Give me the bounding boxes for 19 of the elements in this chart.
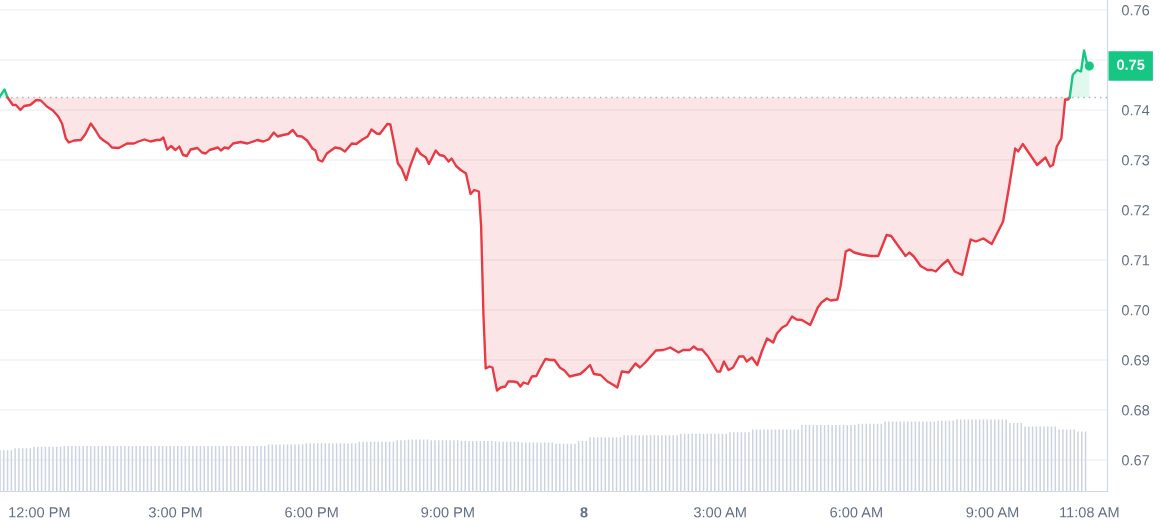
annotation: 0.75 (1117, 59, 1145, 70)
x-tick-label: 9:00 AM (966, 507, 1019, 518)
y-tick-label: 0.69 (1121, 355, 1150, 366)
y-tick-label: 0.67 (1121, 455, 1150, 466)
y-tick-label: 0.72 (1121, 205, 1150, 216)
y-tick-label: 0.73 (1121, 155, 1150, 166)
y-tick-label: 0.70 (1121, 305, 1150, 316)
x-tick-label: 6:00 PM (285, 507, 338, 518)
y-tick-label: 0.71 (1121, 255, 1150, 266)
x-tick-label: 3:00 AM (693, 507, 746, 518)
y-tick-label: 0.76 (1121, 5, 1150, 16)
x-tick-label: 8 (580, 507, 588, 518)
x-tick-label: 6:00 AM (830, 507, 882, 518)
x-tick-label: 9:00 PM (421, 507, 474, 518)
y-tick-label: 0.68 (1121, 405, 1150, 416)
x-tick-label: 11:08 AM (1060, 507, 1119, 518)
y-tick-label: 0.74 (1121, 105, 1150, 116)
x-tick-label: 12:00 PM (9, 507, 70, 518)
x-tick-label: 3:00 PM (148, 507, 202, 518)
